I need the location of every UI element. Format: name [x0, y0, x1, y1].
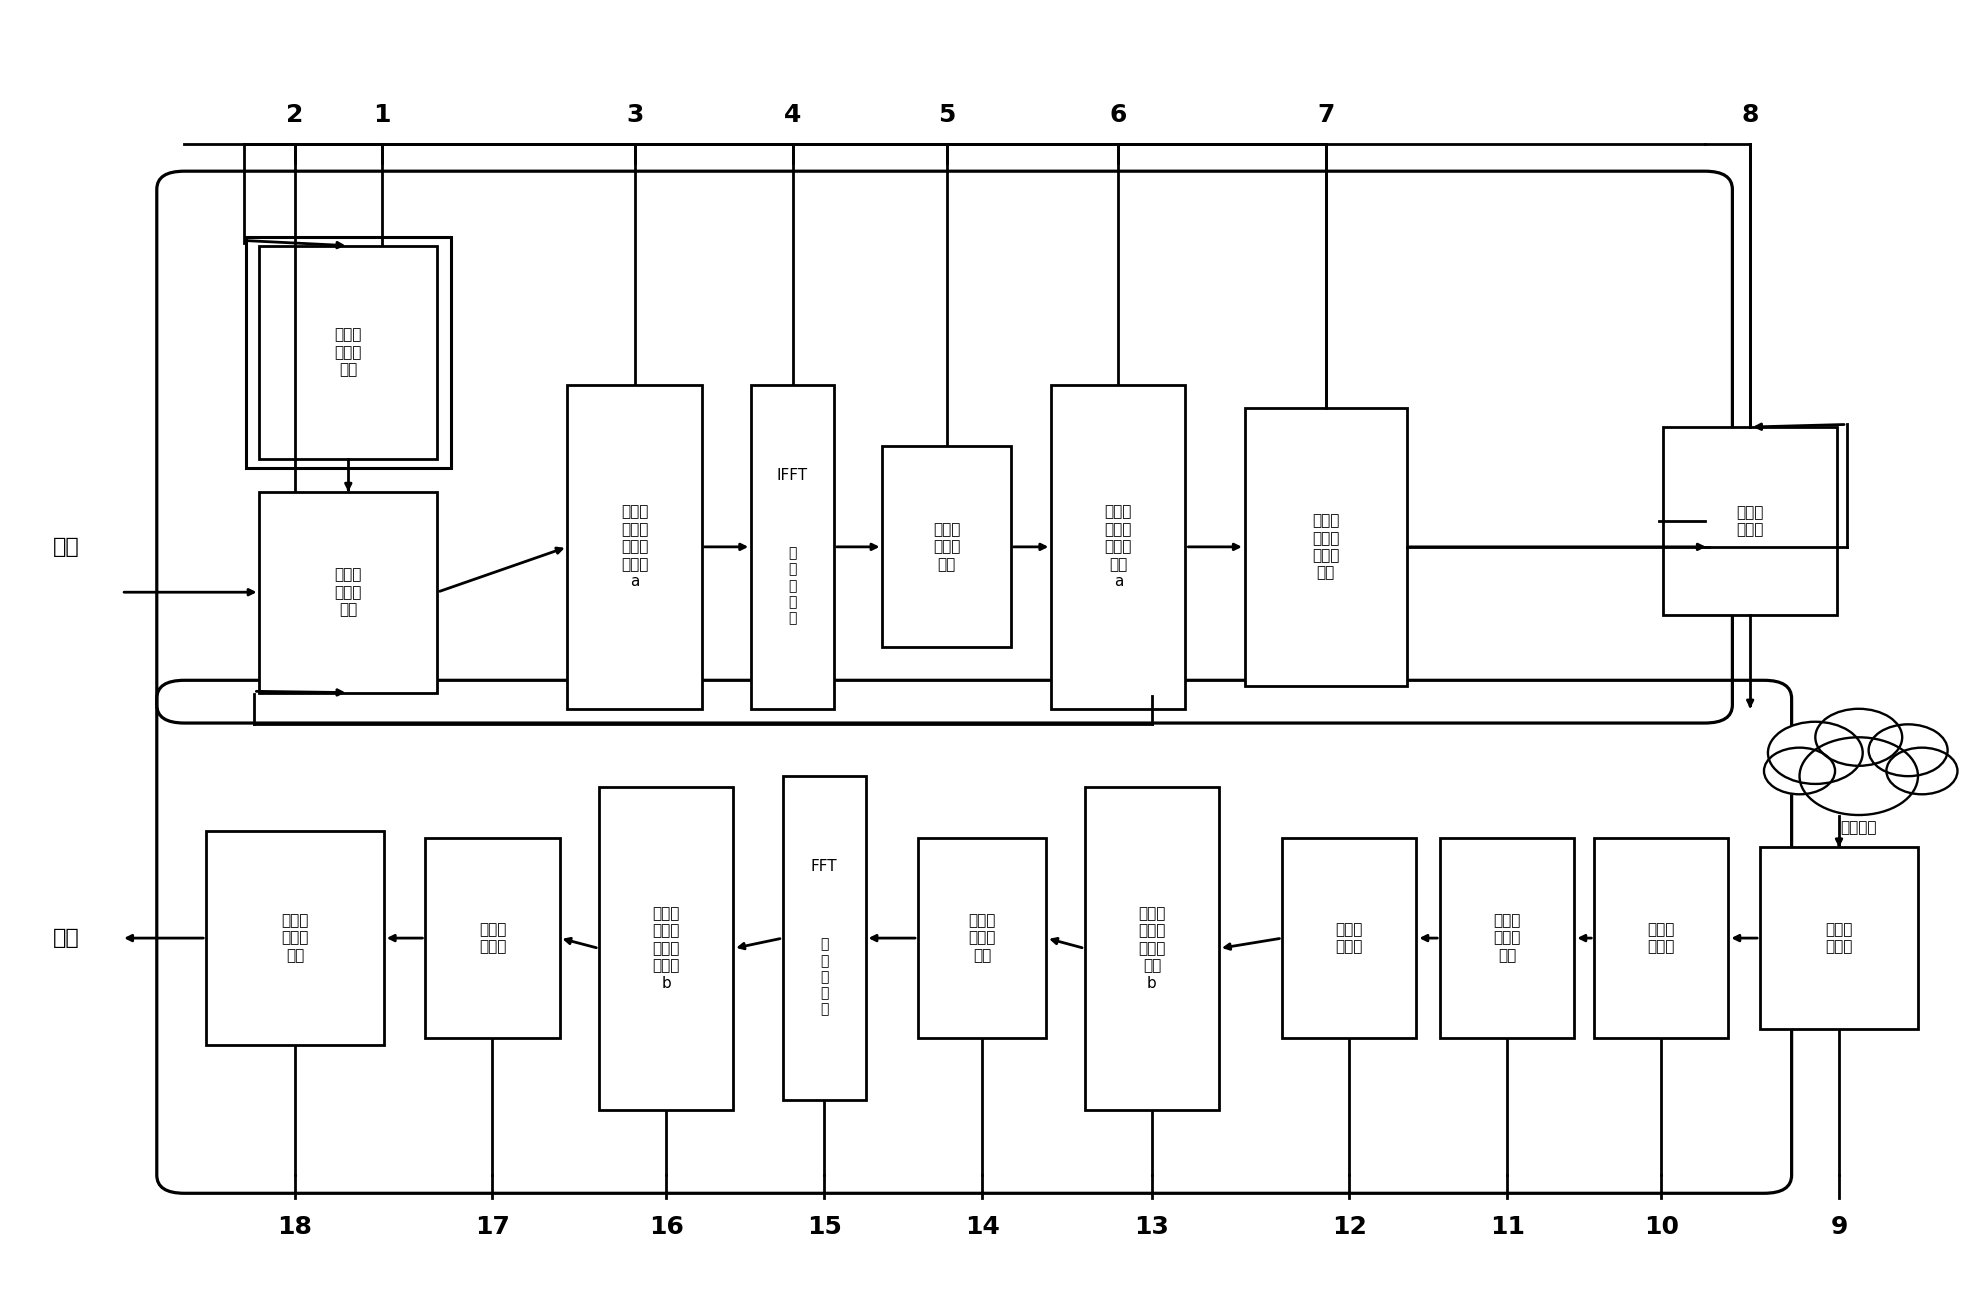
FancyBboxPatch shape: [568, 385, 701, 709]
FancyBboxPatch shape: [1663, 427, 1837, 615]
Circle shape: [1780, 709, 1938, 812]
Text: 工
变
换
模
块: 工 变 换 模 块: [820, 938, 828, 1016]
Text: 14: 14: [964, 1215, 1000, 1239]
Text: 15: 15: [806, 1215, 841, 1239]
Text: 3: 3: [626, 104, 644, 127]
Text: 5: 5: [939, 104, 954, 127]
Text: IFFT: IFFT: [776, 468, 808, 483]
Text: FFT: FFT: [812, 860, 838, 874]
Text: 循环前
缀去除
模块: 循环前 缀去除 模块: [968, 913, 996, 963]
Text: 均衡系
数计算
模块: 均衡系 数计算 模块: [1493, 913, 1521, 963]
Circle shape: [1887, 748, 1958, 795]
Text: 循环前
缀添加
模块: 循环前 缀添加 模块: [933, 522, 960, 571]
FancyBboxPatch shape: [1245, 407, 1406, 686]
Text: 并串变
换及数
模转换
模块
a: 并串变 换及数 模转换 模块 a: [1105, 505, 1133, 589]
FancyBboxPatch shape: [1594, 838, 1729, 1038]
Text: 串并变
换及子
载波映
射模块
b: 串并变 换及子 载波映 射模块 b: [653, 907, 679, 991]
Text: 激光驱
动及功
率控制
模块: 激光驱 动及功 率控制 模块: [1313, 514, 1338, 580]
Text: 4: 4: [784, 104, 802, 127]
Text: 自适应
编调制
模块: 自适应 编调制 模块: [335, 567, 362, 617]
Text: 9: 9: [1830, 1215, 1847, 1239]
FancyBboxPatch shape: [259, 492, 438, 692]
Text: 8: 8: [1742, 104, 1758, 127]
Text: 信道质
量检测
模块: 信道质 量检测 模块: [335, 328, 362, 377]
Circle shape: [1764, 748, 1835, 795]
Text: 光下变
频模块: 光下变 频模块: [1826, 922, 1853, 955]
Text: 自适应
解调制
模块: 自适应 解调制 模块: [281, 913, 309, 963]
Text: 串并变
换及模
数转换
模块
b: 串并变 换及模 数转换 模块 b: [1138, 907, 1166, 991]
Text: 2: 2: [287, 104, 303, 127]
Text: 工
变
换
模
块: 工 变 换 模 块: [788, 546, 796, 624]
Text: 串并变
换及子
载波映
射模块
a: 串并变 换及子 载波映 射模块 a: [622, 505, 647, 589]
FancyBboxPatch shape: [1760, 847, 1919, 1029]
Text: 7: 7: [1317, 104, 1335, 127]
Text: 信源: 信源: [53, 537, 79, 557]
FancyBboxPatch shape: [1283, 838, 1416, 1038]
Text: 13: 13: [1135, 1215, 1170, 1239]
FancyBboxPatch shape: [919, 838, 1045, 1038]
FancyBboxPatch shape: [1085, 787, 1220, 1110]
Text: 1: 1: [372, 104, 390, 127]
FancyBboxPatch shape: [426, 838, 560, 1038]
Text: 12: 12: [1333, 1215, 1366, 1239]
Text: 6: 6: [1109, 104, 1127, 127]
Text: 17: 17: [475, 1215, 511, 1239]
Circle shape: [1800, 738, 1919, 814]
FancyBboxPatch shape: [782, 777, 865, 1101]
FancyBboxPatch shape: [750, 385, 834, 709]
Text: 信道估
计模块: 信道估 计模块: [1336, 922, 1362, 955]
Text: 大气通道: 大气通道: [1841, 821, 1877, 835]
FancyBboxPatch shape: [883, 446, 1010, 648]
Text: 粗精同
步模块: 粗精同 步模块: [1647, 922, 1675, 955]
Text: 光上变
频模块: 光上变 频模块: [1736, 505, 1764, 537]
Circle shape: [1768, 722, 1863, 785]
Text: 信道均
衡模块: 信道均 衡模块: [479, 922, 507, 955]
FancyBboxPatch shape: [1051, 385, 1186, 709]
Text: 16: 16: [649, 1215, 683, 1239]
FancyBboxPatch shape: [600, 787, 733, 1110]
FancyBboxPatch shape: [259, 246, 438, 459]
Circle shape: [1816, 709, 1903, 766]
Text: 信宿: 信宿: [53, 928, 79, 948]
Circle shape: [1869, 725, 1948, 777]
Text: 10: 10: [1643, 1215, 1679, 1239]
FancyBboxPatch shape: [1439, 838, 1574, 1038]
FancyBboxPatch shape: [246, 237, 451, 468]
Text: 18: 18: [277, 1215, 313, 1239]
FancyBboxPatch shape: [206, 831, 384, 1045]
Text: 11: 11: [1489, 1215, 1525, 1239]
